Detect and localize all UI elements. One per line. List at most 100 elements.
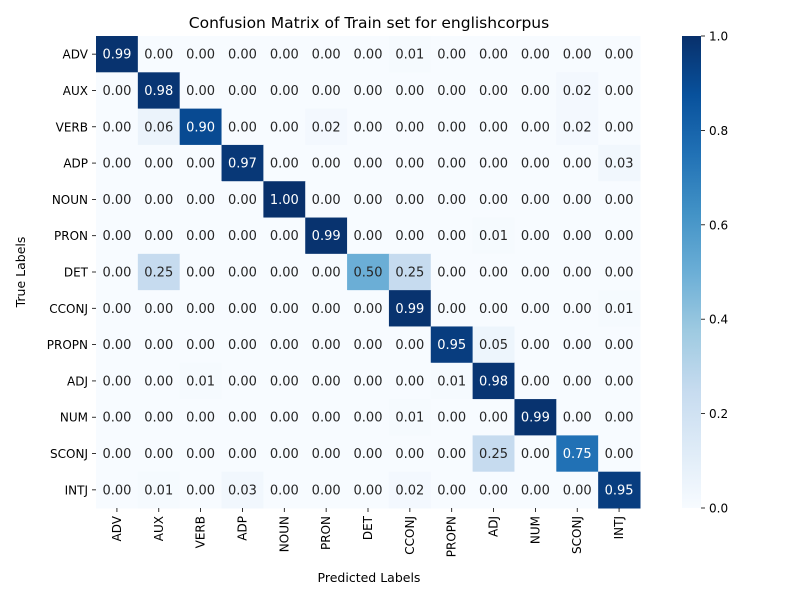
x-tick-label: AUX [152, 516, 166, 541]
cell-value-label: 0.00 [395, 157, 424, 172]
cell-value-label: 0.03 [605, 157, 634, 172]
heatmap-cell [514, 362, 557, 400]
cell-value-label: 0.01 [479, 229, 508, 244]
cell-value-label: 0.75 [563, 447, 592, 462]
heatmap-cell [430, 435, 474, 473]
heatmap-cell [263, 108, 306, 146]
cell-value-label: 0.00 [144, 302, 173, 317]
cell-value-label: 0.00 [144, 374, 173, 389]
cell-value-label: 0.01 [395, 48, 424, 63]
heatmap-cell [137, 144, 181, 182]
colorbar [682, 36, 701, 508]
colorbar-tick-label: 0.4 [709, 313, 728, 327]
cell-value-label: 0.00 [605, 48, 634, 63]
cell-value-label: 0.01 [186, 374, 215, 389]
heatmap-cell [179, 471, 223, 509]
heatmap-cell [430, 72, 474, 110]
y-axis-label: True Labels [13, 237, 28, 309]
cell-value-label: 0.00 [563, 193, 592, 208]
heatmap-cell [137, 290, 181, 327]
heatmap-cell-labels: 0.99 0.00 0.00 0.00 0.00 0.00 0.00 0.01 0.00 0.00… [102, 48, 633, 499]
cell-value-label: 0.00 [102, 229, 131, 244]
heatmap-cell [388, 399, 432, 436]
cell-value-label: 0.00 [270, 447, 299, 462]
cell-value-label: 0.00 [354, 48, 383, 63]
cell-value-label: 0.98 [144, 84, 173, 99]
heatmap-cell [556, 36, 599, 73]
y-tick-label: CCONJ [49, 302, 88, 316]
cell-value-label: 0.00 [479, 84, 508, 99]
heatmap-cell [388, 72, 432, 110]
x-tick-label: ADJ [487, 516, 501, 537]
cell-value-label: 0.00 [312, 447, 341, 462]
cell-value-label: 0.00 [228, 84, 257, 99]
heatmap-cell [347, 326, 390, 364]
heatmap-cell [556, 144, 599, 182]
heatmap-cell [96, 36, 139, 73]
heatmap-cell [221, 471, 264, 509]
cell-value-label: 0.00 [563, 229, 592, 244]
heatmap-cell [598, 362, 641, 400]
cell-value-label: 0.00 [270, 411, 299, 426]
heatmap-cell [96, 217, 139, 255]
cell-value-label: 0.00 [354, 411, 383, 426]
cell-value-label: 0.00 [521, 157, 550, 172]
cell-value-label: 0.00 [144, 48, 173, 63]
cell-value-label: 0.00 [186, 338, 215, 353]
heatmap-cell [305, 36, 348, 73]
heatmap-cell [347, 217, 390, 255]
heatmap-cell [598, 471, 641, 509]
heatmap-cell [221, 181, 264, 219]
heatmap-cell [221, 36, 264, 73]
cell-value-label: 0.00 [186, 411, 215, 426]
heatmap-cell [388, 181, 432, 219]
heatmap-cell [472, 181, 515, 219]
x-tick-label: NUM [528, 516, 542, 544]
x-tick-label: ADV [110, 515, 124, 541]
heatmap-cell [221, 217, 264, 255]
cell-value-label: 0.00 [563, 374, 592, 389]
heatmap-cell [305, 435, 348, 473]
heatmap-cell [598, 326, 641, 364]
cell-value-label: 0.25 [144, 266, 173, 281]
heatmap-cell [96, 144, 139, 182]
heatmap-cell [598, 435, 641, 473]
heatmap-cell [430, 217, 474, 255]
heatmap-cell [305, 181, 348, 219]
heatmap-cell [388, 435, 432, 473]
heatmap-cell [263, 290, 306, 327]
heatmap-cell [514, 253, 557, 291]
heatmap-cell [514, 290, 557, 327]
cell-value-label: 0.00 [270, 338, 299, 353]
cell-value-label: 0.03 [228, 483, 257, 498]
heatmap-cell [263, 399, 306, 436]
heatmap-cell [263, 181, 306, 219]
heatmap-cell [347, 181, 390, 219]
cell-value-label: 0.00 [102, 411, 131, 426]
cell-value-label: 0.00 [354, 447, 383, 462]
cell-value-label: 0.00 [102, 84, 131, 99]
heatmap-cell [305, 144, 348, 182]
heatmap-cell [388, 144, 432, 182]
colorbar-tick-label: 1.0 [709, 30, 728, 44]
heatmap-cell [598, 217, 641, 255]
heatmap-cell [347, 144, 390, 182]
cell-value-label: 0.00 [521, 120, 550, 135]
heatmap-cell [388, 253, 432, 291]
cell-value-label: 0.00 [270, 157, 299, 172]
cell-value-label: 0.00 [144, 193, 173, 208]
heatmap-cell [263, 362, 306, 400]
y-tick-label: PRON [54, 229, 88, 243]
heatmap-cell [556, 399, 599, 436]
heatmap-cell [514, 181, 557, 219]
x-tick-label: PRON [319, 516, 333, 550]
cell-value-label: 0.00 [521, 84, 550, 99]
cell-value-label: 0.00 [479, 483, 508, 498]
cell-value-label: 0.00 [312, 374, 341, 389]
heatmap-cell [347, 399, 390, 436]
cell-value-label: 0.00 [228, 48, 257, 63]
cell-value-label: 0.00 [102, 374, 131, 389]
cell-value-label: 0.00 [270, 84, 299, 99]
heatmap-cell [472, 108, 515, 146]
